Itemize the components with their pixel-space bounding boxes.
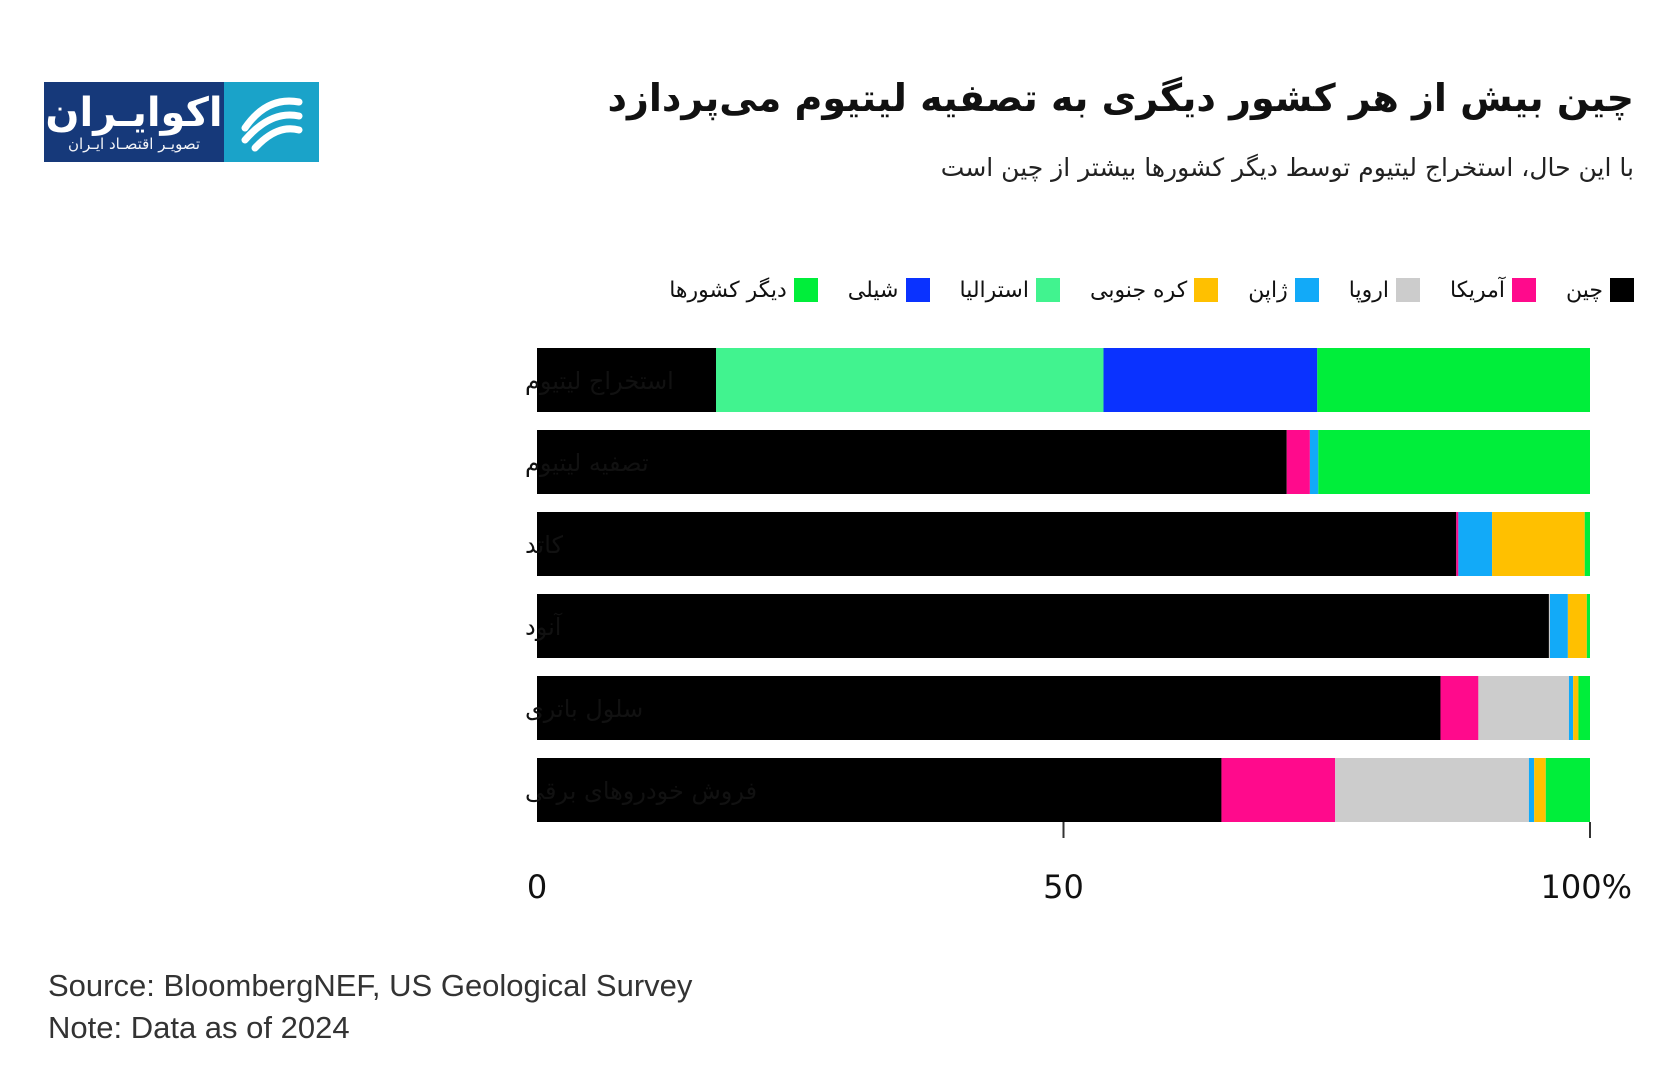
bar-segment: [537, 512, 1457, 576]
legend-label: کره جنوبی: [1089, 277, 1188, 303]
bar-segment: [537, 594, 1549, 658]
bar-segment: [1567, 594, 1587, 658]
x-tick-label: 100%: [1541, 868, 1632, 906]
note-line: Note: Data as of 2024: [48, 1010, 350, 1045]
legend-swatch: [1035, 278, 1060, 302]
logo-text-block: اکوایـران تصویـر اقتصـاد ایـران: [44, 82, 224, 162]
legend-label: اروپا: [1348, 277, 1389, 303]
bar-segment: [1335, 758, 1529, 822]
chart-subtitle: با این حال، استخراج لیتیوم توسط دیگر کشو…: [940, 153, 1634, 182]
bar-segment: [537, 430, 1287, 494]
bar-segment: [716, 348, 1104, 412]
bar-segment: [1548, 594, 1550, 658]
x-tick-label: 50: [1043, 868, 1084, 906]
chart-legend: چین آمریکا اروپا ژاپن کره جنوبی استرالیا شیلی د…: [484, 270, 1634, 310]
legend-item: ژاپن: [1248, 278, 1319, 303]
legend-label: استرالیا: [959, 277, 1029, 303]
bar-segment: [537, 348, 717, 412]
bar-segment: [1528, 758, 1535, 822]
bar-segment: [1568, 676, 1574, 740]
logo-tagline: تصویـر اقتصـاد ایـران: [67, 135, 201, 153]
category-label: فروش خودروهای برقی: [525, 777, 757, 805]
category-label: آنود: [525, 612, 563, 641]
bar-segment: [1458, 512, 1493, 576]
bar-segment: [1318, 430, 1590, 494]
legend-swatch: [793, 278, 818, 302]
source-note: Source: BloombergNEF, US Geological Surv…: [48, 965, 948, 1049]
legend-swatch: [1512, 278, 1536, 302]
legend-label: ژاپن: [1248, 277, 1288, 303]
ekoiran-swoosh-icon: [224, 82, 319, 162]
x-tick-label: 0: [527, 868, 547, 906]
legend-swatch: [1610, 278, 1634, 302]
legend-swatch: [905, 278, 930, 302]
bar-segment: [537, 676, 1441, 740]
chart-title: چین بیش از هر کشور دیگری به تصفیه لیتیوم…: [607, 76, 1634, 120]
bar-segment: [1309, 430, 1319, 494]
stacked-bar-chart: استخراج لیتیوم تصفیه لیتیوم کاتد آنود سلول ب…: [525, 348, 1632, 906]
legend-item: چین: [1566, 278, 1634, 303]
legend-swatch: [1194, 278, 1219, 302]
category-label: تصفیه لیتیوم: [525, 449, 649, 477]
bar-segment: [1478, 676, 1569, 740]
legend-item: دیگر کشورها: [669, 278, 818, 303]
bar-segment: [1103, 348, 1318, 412]
legend-swatch: [1395, 278, 1420, 302]
bar-segment: [1492, 512, 1585, 576]
legend-item: اروپا: [1349, 278, 1420, 303]
legend-item: استرالیا: [960, 278, 1060, 303]
legend-label: شیلی: [847, 277, 899, 303]
bar-segment: [1456, 512, 1459, 576]
bar-segment: [1221, 758, 1336, 822]
bar-segment: [1578, 676, 1590, 740]
legend-label: دیگر کشورها: [669, 277, 787, 303]
legend-item: آمریکا: [1450, 278, 1536, 303]
bar-segment: [537, 758, 1222, 822]
bar-segment: [1584, 512, 1590, 576]
category-label: کاتد: [525, 531, 564, 559]
bar-segment: [1440, 676, 1479, 740]
legend-item: شیلی: [848, 278, 930, 303]
legend-label: چین: [1566, 277, 1603, 303]
bar-segment: [1317, 348, 1590, 412]
legend-label: آمریکا: [1449, 277, 1505, 303]
bar-segment: [1586, 594, 1590, 658]
legend-swatch: [1294, 278, 1319, 302]
category-label: سلول باتری: [525, 695, 643, 723]
bar-segment: [1549, 594, 1568, 658]
bar-segment: [1534, 758, 1546, 822]
bar-segment: [1573, 676, 1579, 740]
bar-segment: [1286, 430, 1310, 494]
legend-item: کره جنوبی: [1089, 277, 1219, 303]
category-label: استخراج لیتیوم: [525, 367, 674, 395]
bar-segment: [1545, 758, 1590, 822]
logo-name: اکوایـران: [45, 90, 223, 136]
source-line: Source: BloombergNEF, US Geological Surv…: [48, 968, 693, 1003]
logo: اکوایـران تصویـر اقتصـاد ایـران: [44, 82, 319, 162]
